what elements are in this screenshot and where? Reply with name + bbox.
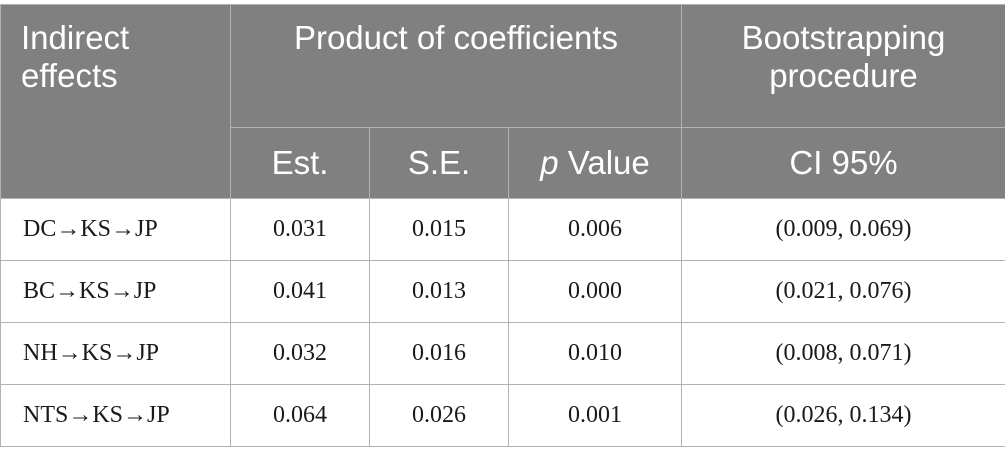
cell-est: 0.031 bbox=[230, 198, 370, 261]
header-bootstrapping-line2: procedure bbox=[769, 57, 918, 94]
table-row: NTS→KS→JP 0.064 0.026 0.001 (0.026, 0.13… bbox=[0, 384, 1005, 447]
header-se: S.E. bbox=[369, 127, 509, 199]
header-p-value-rest: Value bbox=[558, 144, 650, 181]
header-indirect-effects-line2: effects bbox=[21, 57, 118, 94]
cell-se: 0.013 bbox=[369, 260, 509, 323]
cell-ci: (0.009, 0.069) bbox=[681, 198, 1005, 261]
cell-effect: BC→KS→JP bbox=[0, 260, 231, 323]
cell-se: 0.026 bbox=[369, 384, 509, 447]
cell-p-value: 0.010 bbox=[508, 322, 682, 385]
header-row-main: Indirect effects Product of coefficients … bbox=[0, 4, 1005, 199]
header-p-value: p Value bbox=[508, 127, 682, 199]
table-header: Indirect effects Product of coefficients … bbox=[0, 4, 1005, 199]
header-bootstrapping-procedure: Bootstrapping procedure bbox=[681, 4, 1005, 128]
header-indirect-effects-line1: Indirect bbox=[21, 19, 130, 56]
cell-p-value: 0.001 bbox=[508, 384, 682, 447]
table-row: BC→KS→JP 0.041 0.013 0.000 (0.021, 0.076… bbox=[0, 260, 1005, 323]
cell-effect: NTS→KS→JP bbox=[0, 384, 231, 447]
cell-est: 0.041 bbox=[230, 260, 370, 323]
cell-effect: DC→KS→JP bbox=[0, 198, 231, 261]
indirect-effects-table: Indirect effects Product of coefficients … bbox=[0, 4, 1005, 447]
cell-se: 0.015 bbox=[369, 198, 509, 261]
cell-est: 0.064 bbox=[230, 384, 370, 447]
table-row: DC→KS→JP 0.031 0.015 0.006 (0.009, 0.069… bbox=[0, 198, 1005, 261]
cell-p-value: 0.006 bbox=[508, 198, 682, 261]
table-body: DC→KS→JP 0.031 0.015 0.006 (0.009, 0.069… bbox=[0, 198, 1005, 447]
table-row: NH→KS→JP 0.032 0.016 0.010 (0.008, 0.071… bbox=[0, 322, 1005, 385]
cell-p-value: 0.000 bbox=[508, 260, 682, 323]
header-indirect-effects: Indirect effects bbox=[0, 4, 231, 199]
cell-est: 0.032 bbox=[230, 322, 370, 385]
header-row-sub: Est. S.E. p Value CI 95% bbox=[1, 127, 1005, 199]
header-p-italic: p bbox=[540, 144, 559, 181]
header-est: Est. bbox=[230, 127, 370, 199]
header-ci-95: CI 95% bbox=[681, 127, 1005, 199]
cell-ci: (0.026, 0.134) bbox=[681, 384, 1005, 447]
header-product-of-coefficients: Product of coefficients bbox=[230, 4, 682, 128]
header-bootstrapping-line1: Bootstrapping bbox=[741, 19, 946, 56]
cell-ci: (0.021, 0.076) bbox=[681, 260, 1005, 323]
cell-effect: NH→KS→JP bbox=[0, 322, 231, 385]
cell-ci: (0.008, 0.071) bbox=[681, 322, 1005, 385]
cell-se: 0.016 bbox=[369, 322, 509, 385]
